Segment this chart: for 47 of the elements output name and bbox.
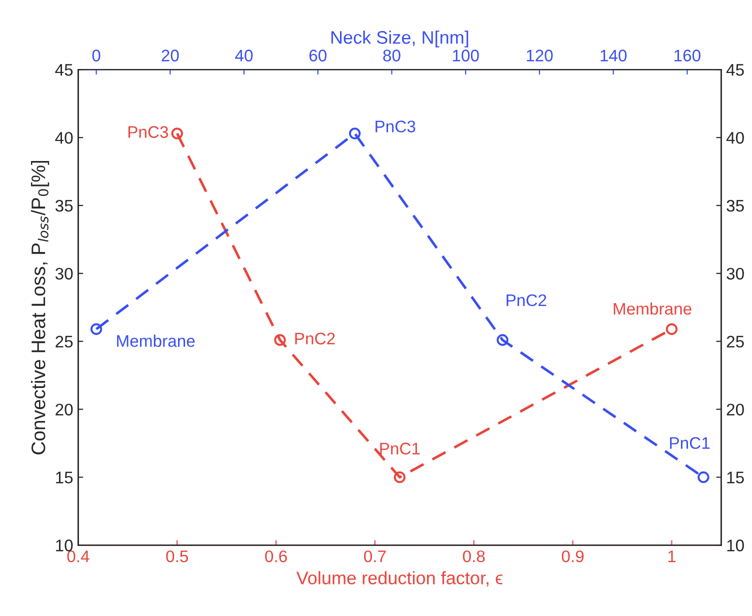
data-label: Membrane xyxy=(117,334,195,347)
x2-tick-label: 20 xyxy=(162,50,179,62)
y-axis-title: Convective Heat Loss, P$_{loss}$/P$_{0}$[%] xyxy=(30,160,50,454)
data-label: PnC1 xyxy=(380,442,420,454)
point xyxy=(394,471,406,484)
point xyxy=(666,323,678,335)
y-tick-label: 20 xyxy=(56,404,73,416)
point xyxy=(171,128,183,140)
x2-tick-label: 160 xyxy=(674,50,700,62)
x-tick-label: 0.9 xyxy=(562,550,584,562)
x2-tick-label: 0 xyxy=(92,50,100,62)
x2-tick-label: 40 xyxy=(235,50,253,62)
y2-tick-label: 40 xyxy=(726,132,744,144)
point xyxy=(274,334,286,346)
data-label: PnC2 xyxy=(506,294,546,306)
y-tick-label: 30 xyxy=(55,268,73,280)
x2-tick-label: 120 xyxy=(526,50,553,62)
y-tick-label: 45 xyxy=(55,64,73,76)
x2-tick-label: 80 xyxy=(383,50,400,62)
y-tick-label: 15 xyxy=(56,472,73,484)
y-tick-label: 40 xyxy=(55,132,73,144)
x2-tick-label: 60 xyxy=(309,50,327,62)
y2-tick-label: 30 xyxy=(726,268,744,280)
x2-tick-label: 100 xyxy=(452,50,479,62)
x-tick-label: 0.7 xyxy=(364,550,386,562)
y-tick-label: 25 xyxy=(56,336,73,348)
x2-tick-label: 140 xyxy=(600,50,627,62)
y-tick-label: 10 xyxy=(56,540,73,552)
data-label: PnC3 xyxy=(128,126,168,138)
y2-tick-label: 20 xyxy=(726,404,744,416)
y2-tick-label: 45 xyxy=(726,64,744,76)
y2-tick-label: 10 xyxy=(727,540,744,552)
y-tick-label: 35 xyxy=(55,200,73,212)
data-label: PnC2 xyxy=(295,332,335,344)
y2-tick-label: 15 xyxy=(727,472,744,484)
y2-tick-label: 35 xyxy=(726,200,744,212)
x2-axis-title: Neck Size, N[nm] xyxy=(331,30,468,48)
x-tick-label: 1 xyxy=(668,550,676,562)
x-tick-label: 0.6 xyxy=(265,550,287,562)
data-label: Membrane xyxy=(614,302,692,315)
x-tick-label: 0.4 xyxy=(67,550,90,562)
x-tick-label: 0.8 xyxy=(462,550,485,562)
data-label: PnC1 xyxy=(670,437,710,449)
y2-tick-label: 25 xyxy=(726,336,744,348)
x-axis-title: Volume reduction factor, ϵ xyxy=(296,571,502,587)
data-label: PnC3 xyxy=(376,120,416,132)
x-tick-label: 0.5 xyxy=(166,550,188,562)
